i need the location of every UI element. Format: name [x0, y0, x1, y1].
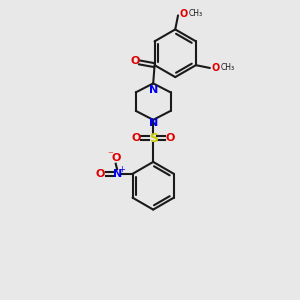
- Text: O: O: [96, 169, 105, 179]
- Text: O: O: [131, 56, 140, 66]
- Text: N: N: [112, 169, 122, 179]
- Text: O: O: [132, 133, 141, 143]
- Text: O: O: [211, 63, 220, 73]
- Text: N: N: [148, 85, 158, 95]
- Text: ⁻: ⁻: [108, 150, 114, 160]
- Text: +: +: [118, 165, 125, 174]
- Text: O: O: [179, 9, 188, 19]
- Text: CH₃: CH₃: [220, 63, 235, 72]
- Text: S: S: [149, 132, 158, 145]
- Text: O: O: [111, 153, 120, 164]
- Text: N: N: [148, 118, 158, 128]
- Text: CH₃: CH₃: [189, 9, 203, 18]
- Text: O: O: [165, 133, 175, 143]
